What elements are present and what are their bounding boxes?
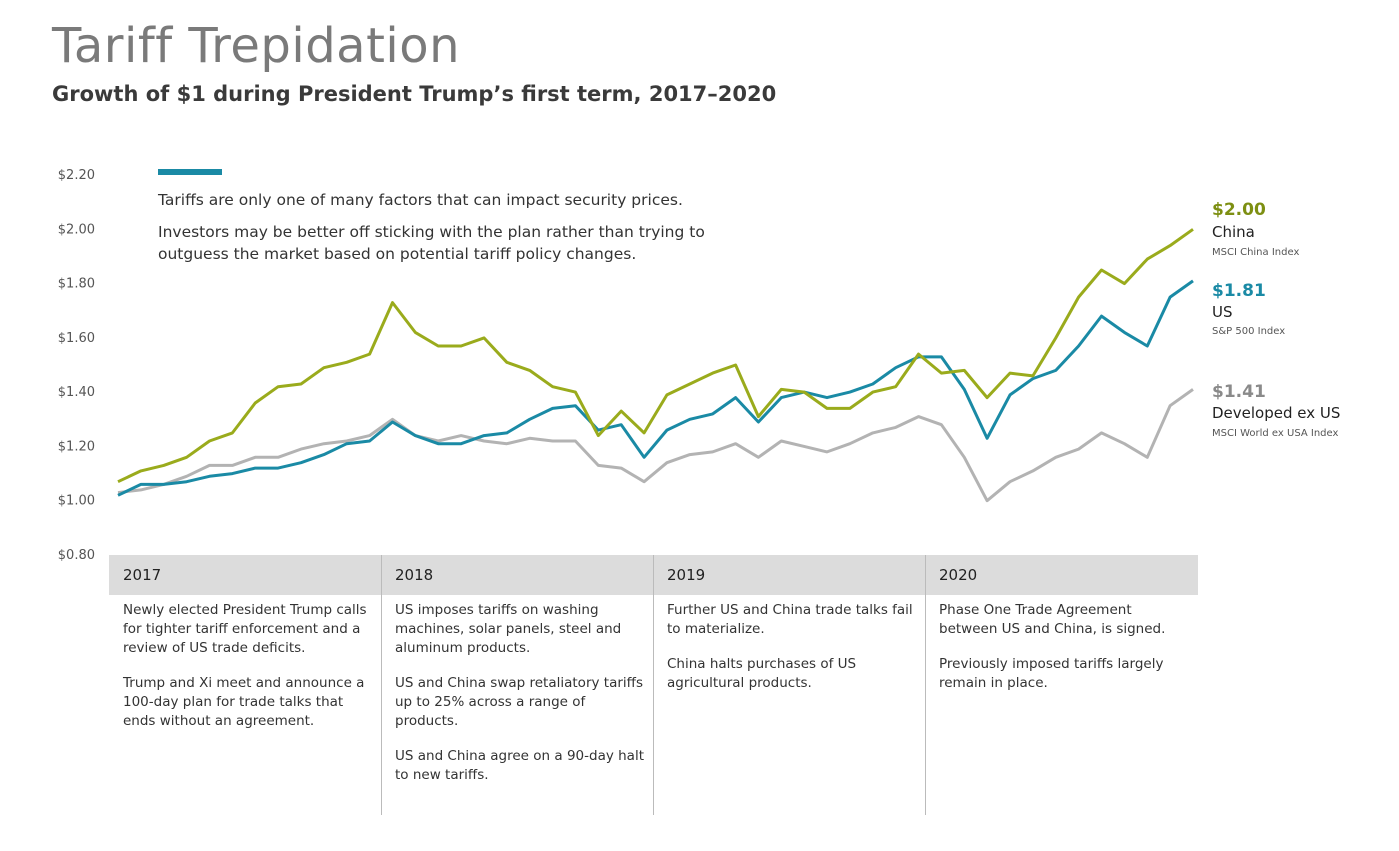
event-2018-2: US and China swap retaliatory tariffs up… xyxy=(395,675,643,729)
y-tick-label: $0.80 xyxy=(58,548,95,563)
timeline-divider xyxy=(381,555,382,815)
us-series-name: US xyxy=(1212,303,1233,321)
timeline-divider xyxy=(653,555,654,815)
dev-index-name: MSCI World ex USA Index xyxy=(1212,428,1339,439)
china-series-name: China xyxy=(1212,223,1255,241)
year-2018-label: 2018 xyxy=(395,566,434,584)
note-accent-bar xyxy=(158,169,222,175)
event-2017-2: Trump and Xi meet and announce a 100-day… xyxy=(123,675,365,729)
y-tick-label: $1.20 xyxy=(58,439,95,454)
dev-end-value: $1.41 xyxy=(1212,382,1266,402)
us-index-name: S&P 500 Index xyxy=(1212,326,1286,337)
series-line-china xyxy=(117,228,1194,484)
event-2017-1: Newly elected President Trump calls for … xyxy=(123,602,367,656)
year-2019-label: 2019 xyxy=(667,566,706,584)
event-2018-1: US imposes tariffs on washing machines, … xyxy=(395,602,622,656)
y-tick-label: $1.60 xyxy=(58,331,95,346)
event-2019-1: Further US and China trade talks fail to… xyxy=(667,602,913,637)
y-axis-ticks: $0.80 $1.00 $1.20 $1.40 $1.60 $1.80 $2.00 $2.20 xyxy=(58,168,95,563)
y-tick-label: $2.00 xyxy=(58,222,95,237)
y-tick-label: $2.20 xyxy=(58,168,95,183)
chart-subtitle: Growth of $1 during President Trump’s fi… xyxy=(52,82,777,106)
dev-series-name: Developed ex US xyxy=(1212,404,1341,422)
note-text-1: Tariffs are only one of many factors tha… xyxy=(158,191,683,209)
event-2020-1: Phase One Trade Agreement between US and… xyxy=(939,602,1166,637)
china-index-name: MSCI China Index xyxy=(1212,247,1300,258)
series-line-dev xyxy=(117,388,1194,503)
timeline-divider xyxy=(925,555,926,815)
event-2018-3: US and China agree on a 90-day halt to n… xyxy=(395,748,644,783)
series-line-us xyxy=(117,279,1194,497)
year-2017-label: 2017 xyxy=(123,566,162,584)
us-end-value: $1.81 xyxy=(1212,281,1266,301)
y-tick-label: $1.40 xyxy=(58,385,95,400)
y-tick-label: $1.00 xyxy=(58,494,95,509)
series-lines xyxy=(117,228,1194,503)
y-tick-label: $1.80 xyxy=(58,277,95,292)
note-text-2: Investors may be better off sticking wit… xyxy=(158,223,705,263)
year-2020-label: 2020 xyxy=(939,566,978,584)
event-2019-2: China halts purchases of US agricultural… xyxy=(667,656,857,691)
chart-title: Tariff Trepidation xyxy=(52,18,461,74)
event-2020-2: Previously imposed tariffs largely remai… xyxy=(939,656,1164,691)
china-end-value: $2.00 xyxy=(1212,200,1266,220)
